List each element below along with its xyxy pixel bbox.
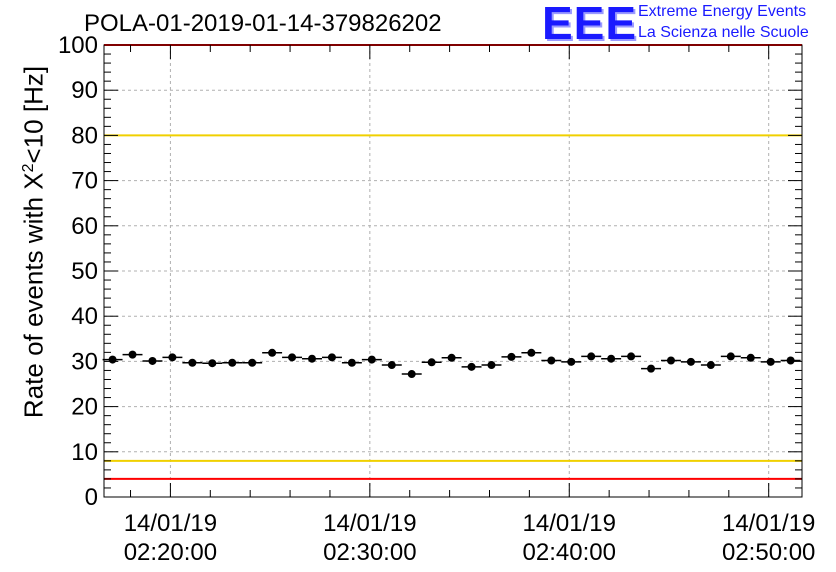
data-point	[387, 361, 396, 370]
data-point	[407, 370, 416, 379]
data-point	[467, 362, 476, 371]
data-point	[288, 353, 297, 362]
y-tick-label: 20	[71, 394, 98, 421]
data-point	[547, 356, 556, 365]
data-point	[427, 358, 436, 367]
data-point	[527, 348, 536, 357]
y-tick-label: 40	[71, 303, 98, 330]
logo-line-2: La Scienza nelle Scuole	[638, 24, 809, 41]
y-tick-label: 30	[71, 348, 98, 375]
data-point	[686, 357, 695, 366]
y-tick-label: 90	[71, 77, 98, 104]
data-point	[746, 353, 755, 362]
y-tick-label: 10	[71, 439, 98, 466]
data-point	[128, 350, 137, 359]
chart-title: POLA-01-2019-01-14-379826202	[84, 10, 442, 37]
data-point	[786, 356, 795, 365]
data-point	[567, 357, 576, 366]
data-point	[268, 348, 277, 357]
data-point	[627, 352, 636, 361]
data-point	[666, 356, 675, 365]
data-point	[208, 359, 217, 368]
data-point	[327, 353, 336, 362]
data-point	[507, 352, 516, 361]
data-point	[587, 352, 596, 361]
x-tick-time: 02:40:00	[523, 539, 616, 566]
eee-logo: EEE	[542, 0, 638, 49]
x-tick-time: 02:50:00	[722, 539, 815, 566]
data-point	[647, 364, 656, 373]
x-tick-date: 14/01/19	[523, 510, 616, 537]
data-point	[367, 355, 376, 364]
y-tick-label: 70	[71, 168, 98, 195]
data-point	[726, 352, 735, 361]
data-point	[766, 357, 775, 366]
data-point	[148, 356, 157, 365]
data-point	[108, 355, 117, 364]
y-tick-label: 80	[71, 122, 98, 149]
x-tick-time: 02:20:00	[124, 539, 217, 566]
data-point	[188, 358, 197, 367]
data-point	[607, 354, 616, 363]
data-point	[347, 358, 356, 367]
x-tick-date: 14/01/19	[323, 510, 416, 537]
logo-line-1: Extreme Energy Events	[638, 3, 807, 20]
data-point	[487, 361, 496, 370]
data-point	[168, 353, 177, 362]
y-tick-label: 60	[71, 213, 98, 240]
x-tick-time: 02:30:00	[323, 539, 416, 566]
x-tick-date: 14/01/19	[722, 510, 815, 537]
data-point	[706, 361, 715, 370]
data-point	[308, 354, 317, 363]
data-point	[248, 358, 257, 367]
y-tick-label: 0	[85, 484, 98, 511]
x-tick-date: 14/01/19	[124, 510, 217, 537]
y-tick-label: 100	[58, 32, 98, 59]
data-point	[447, 353, 456, 362]
y-tick-label: 50	[71, 258, 98, 285]
data-point	[228, 358, 237, 367]
